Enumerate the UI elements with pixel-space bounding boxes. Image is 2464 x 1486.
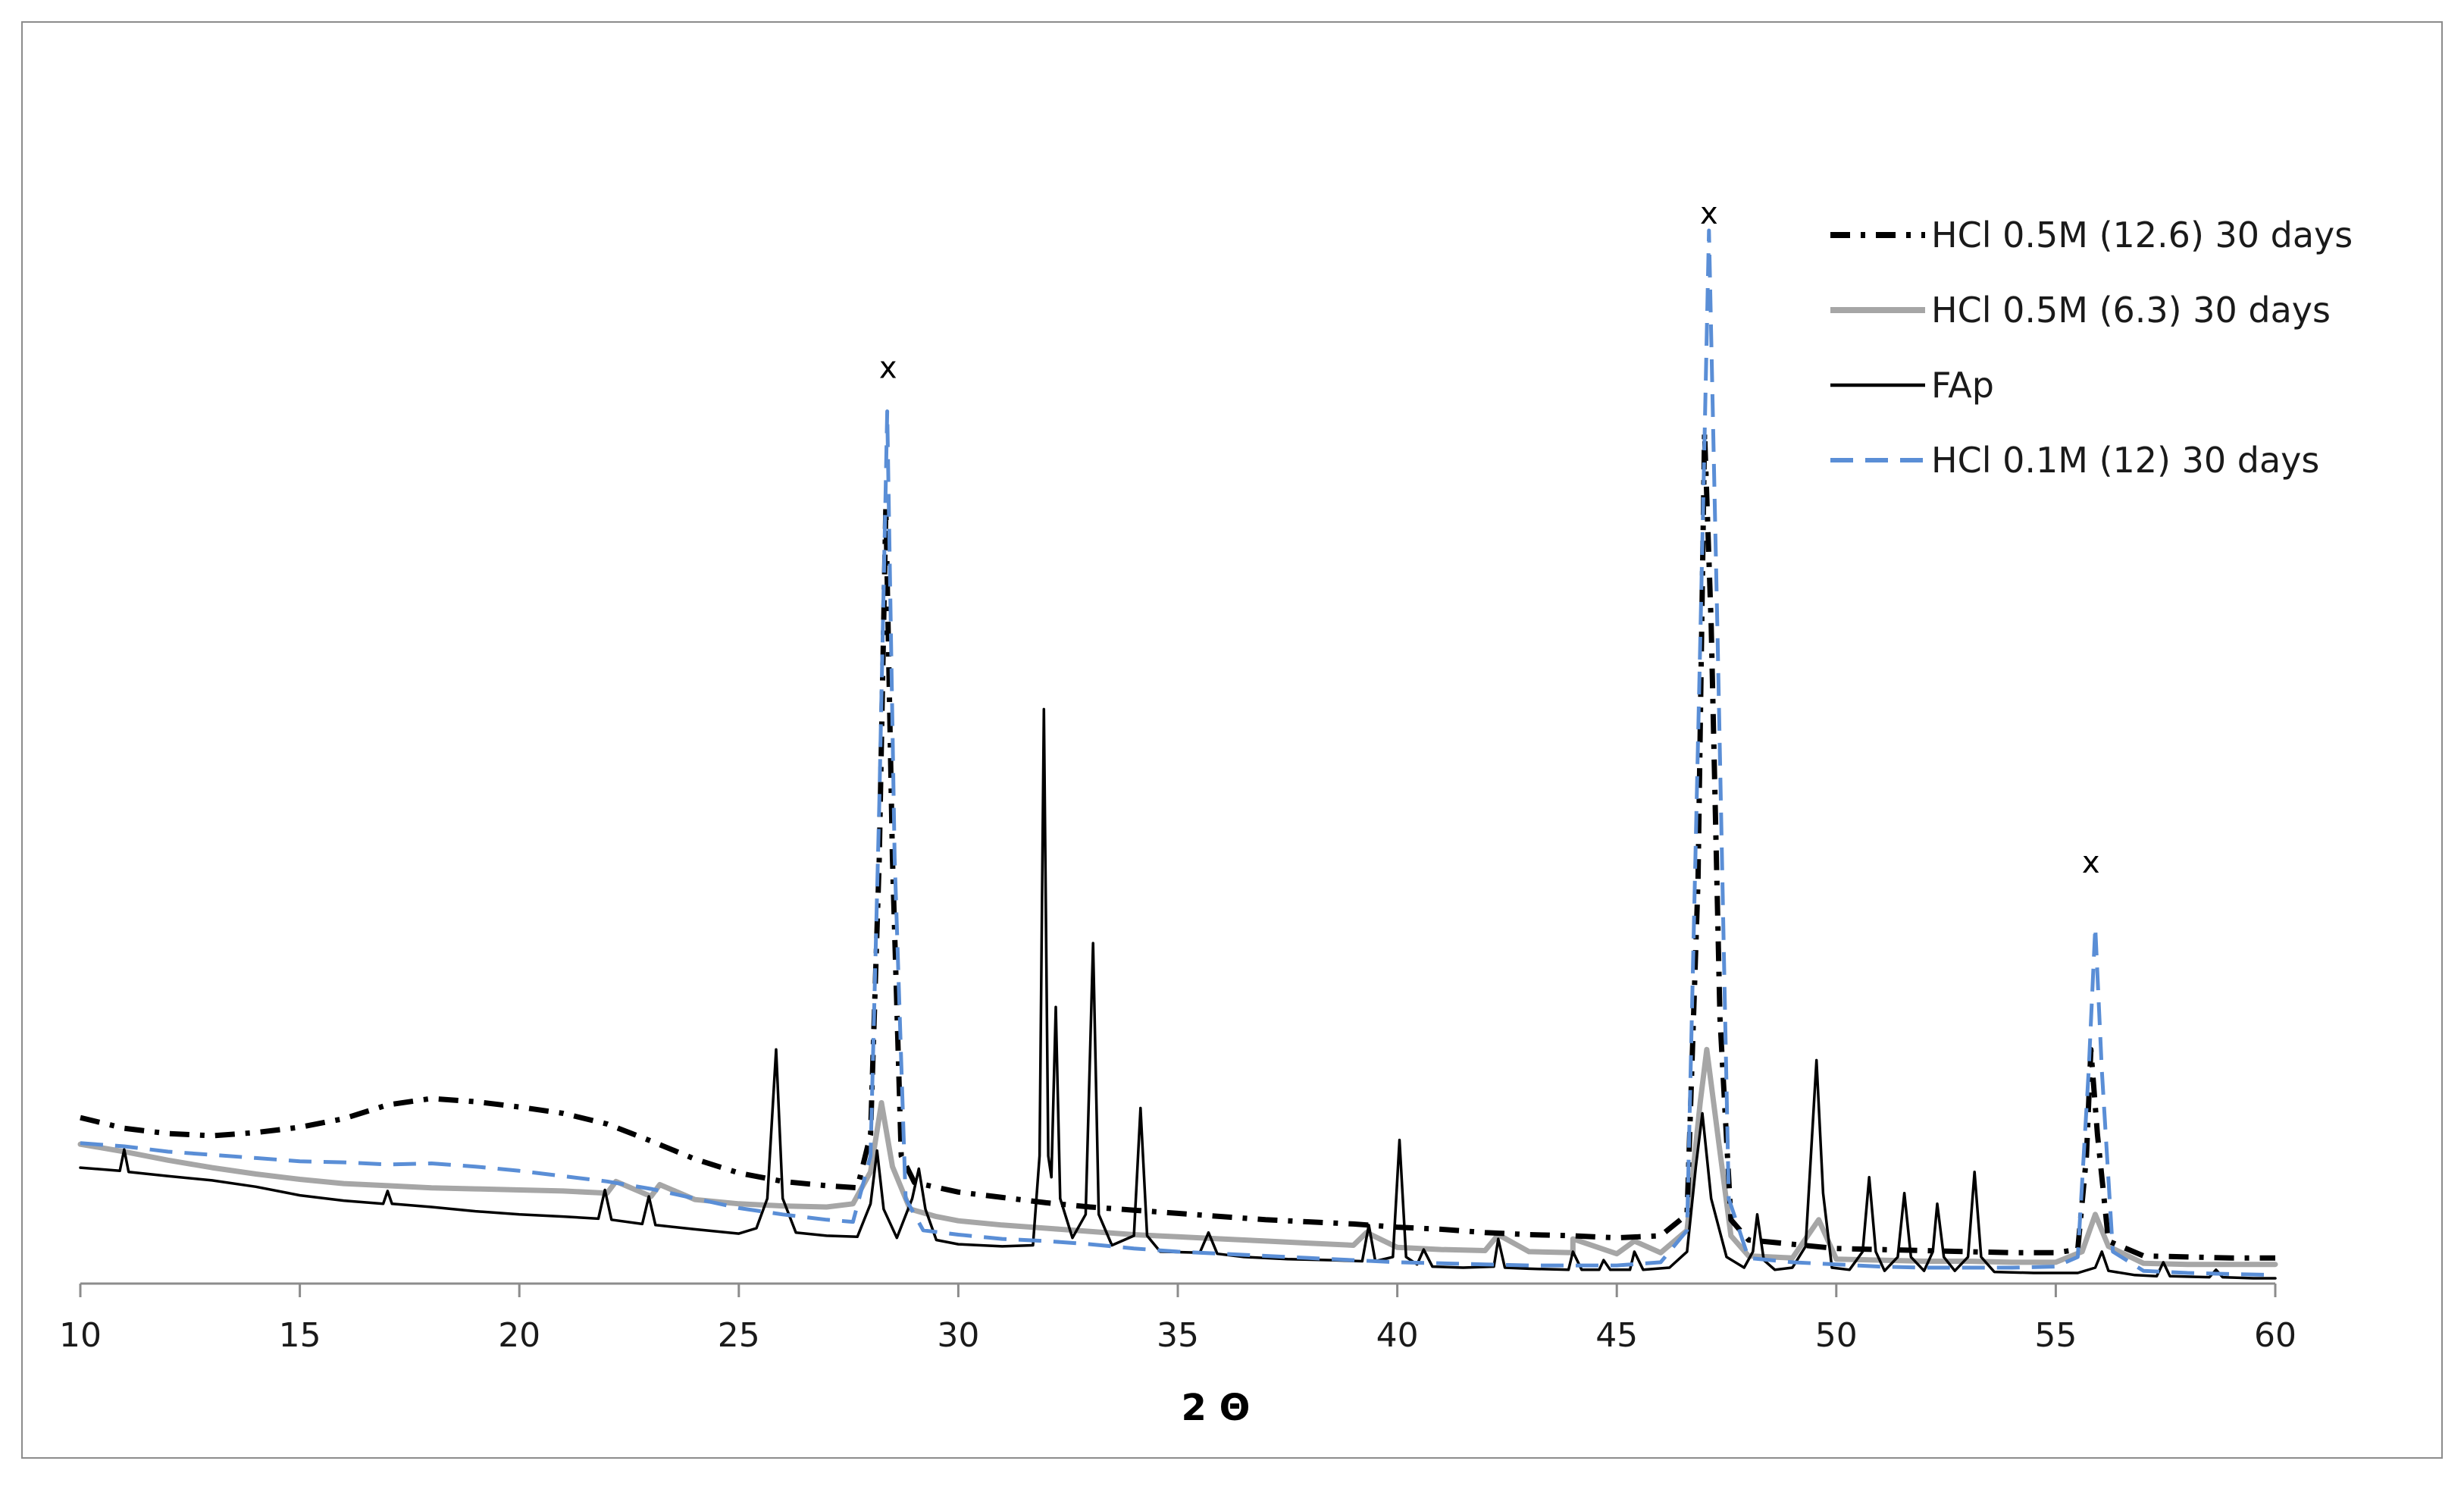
x-tick-label: 50 [1815, 1316, 1858, 1355]
x-tick-label: 40 [1376, 1316, 1419, 1355]
x-tick-label: 25 [718, 1316, 760, 1355]
x-tick-label: 55 [2034, 1316, 2077, 1355]
chart-frame [21, 21, 2443, 1459]
x-tick-label: 30 [937, 1316, 979, 1355]
x-tick-label: 45 [1595, 1316, 1638, 1355]
x-tick-label: 35 [1157, 1316, 1199, 1355]
legend-label: HCl 0.5M (12.6) 30 days [1931, 215, 2353, 256]
peak-markers: x x x [879, 196, 2100, 880]
x-tick-label: 60 [2254, 1316, 2296, 1355]
series-line-2 [79, 707, 2277, 1280]
peak-marker: x [2082, 845, 2100, 880]
legend-label: HCl 0.1M (12) 30 days [1931, 440, 2319, 481]
series-layer [77, 228, 2278, 1280]
x-tick-label: 10 [59, 1316, 102, 1355]
legend-label: FAp [1931, 365, 1994, 406]
series-line-0 [80, 430, 2275, 1261]
x-ticks: 10 15 20 25 30 35 40 45 50 55 60 [59, 1284, 2296, 1355]
x-tick-label: 15 [279, 1316, 321, 1355]
series-line-3 [80, 228, 2276, 1278]
legend: HCl 0.5M (12.6) 30 days HCl 0.5M (6.3) 30… [1830, 215, 2353, 481]
x-tick-label: 20 [498, 1316, 540, 1355]
peak-marker: x [879, 350, 897, 385]
legend-label: HCl 0.5M (6.3) 30 days [1931, 290, 2331, 331]
series-line-1 [77, 1046, 2278, 1268]
peak-marker: x [1700, 196, 1718, 231]
x-axis-title: 2 Θ [1182, 1387, 1251, 1429]
